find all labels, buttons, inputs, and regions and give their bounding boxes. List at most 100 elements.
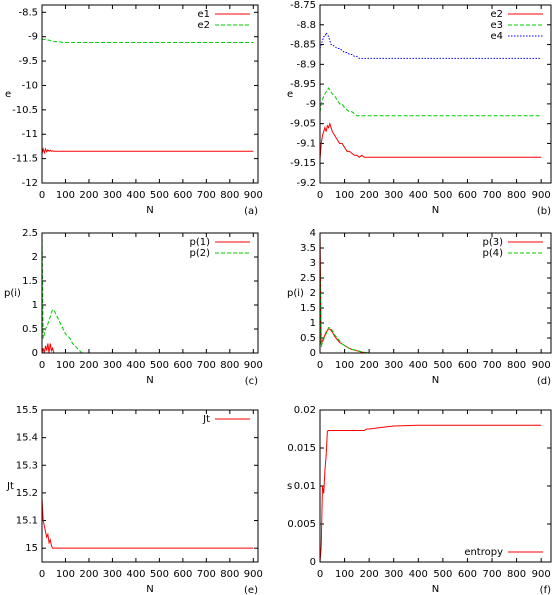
y-tick-label: 1 [32,300,38,311]
panel-label: (a) [244,206,258,217]
x-tick-label: 100 [56,569,75,580]
y-axis-label: p(i) [4,288,21,299]
x-tick-label: 600 [173,190,192,201]
x-tick-label: 100 [335,569,354,580]
x-tick-label: 700 [197,360,216,371]
x-tick-label: 100 [56,190,75,201]
x-axis-label: N [432,375,439,386]
x-tick-label: 800 [220,569,239,580]
y-tick-label: 15.4 [16,433,38,444]
y-tick-label: -9.5 [18,56,38,67]
x-tick-label: 400 [126,360,145,371]
x-tick-label: 100 [335,360,354,371]
x-tick-label: 300 [384,190,403,201]
x-tick-label: 400 [409,569,428,580]
y-tick-label: 2.5 [300,273,316,284]
plot-frame [319,409,552,563]
x-tick-label: 200 [79,360,98,371]
x-tick-label: 0 [39,190,45,201]
x-tick-label: 0 [317,190,323,201]
y-tick-label: -9.05 [290,119,316,130]
x-tick-label: 0 [39,569,45,580]
y-tick-label: 2.5 [22,228,38,239]
x-tick-label: 600 [173,360,192,371]
y-tick-label: -9 [306,99,316,110]
x-tick-label: 0 [39,360,45,371]
legend-label: e2 [197,20,210,31]
legend-label: p(4) [482,248,503,259]
x-tick-label: 300 [384,569,403,580]
x-tick-label: 600 [173,569,192,580]
y-tick-label: 15.3 [16,460,38,471]
y-axis-label: Jt [6,481,14,492]
y-tick-label: 0.015 [287,443,316,454]
y-tick-label: -8.85 [290,40,316,51]
y-tick-label: 1.5 [300,303,316,314]
y-tick-label: -11 [22,129,38,140]
x-tick-label: 900 [244,360,263,371]
y-tick-label: 1.5 [22,276,38,287]
x-tick-label: 100 [56,360,75,371]
series-line [319,87,542,117]
y-tick-label: -12 [22,178,38,189]
x-tick-label: 800 [507,360,526,371]
y-tick-label: 3.5 [300,243,316,254]
x-tick-label: 400 [126,190,145,201]
x-tick-label: 400 [126,569,145,580]
y-tick-label: 0.5 [22,324,38,335]
series-line [41,38,254,44]
x-axis-label: N [146,584,153,595]
x-tick-label: 300 [384,360,403,371]
panel-label: (e) [244,585,258,595]
x-tick-label: 700 [482,569,501,580]
legend-label: p(3) [482,237,503,248]
series-line [319,31,542,59]
x-tick-label: 500 [433,360,452,371]
x-tick-label: 500 [150,569,169,580]
x-tick-label: 0 [317,360,323,371]
x-tick-label: 600 [458,190,477,201]
x-tick-label: 900 [532,190,551,201]
panel-label: (b) [537,206,551,217]
y-tick-label: -9.2 [296,178,316,189]
x-tick-label: 700 [482,360,501,371]
x-tick-label: 700 [482,190,501,201]
x-tick-label: 700 [197,569,216,580]
y-axis-label: p(i) [287,288,304,299]
legend-label: p(1) [189,237,210,248]
y-tick-label: -8.9 [296,59,316,70]
x-tick-label: 100 [335,190,354,201]
x-tick-label: 900 [532,360,551,371]
x-tick-label: 500 [433,190,452,201]
y-tick-label: -8.5 [18,7,38,18]
y-tick-label: -8.8 [296,20,316,31]
series-line [319,121,542,160]
y-tick-label: 0.005 [287,519,316,530]
legend-label: e1 [197,9,210,20]
y-tick-label: -10 [22,80,38,91]
x-tick-label: 500 [150,360,169,371]
y-tick-label: 15.5 [16,405,38,416]
series-line [319,232,542,354]
x-tick-label: 800 [220,190,239,201]
plot-frame [319,4,552,184]
y-tick-label: -9 [28,32,38,43]
x-tick-label: 400 [409,360,428,371]
y-tick-label: -11.5 [12,154,38,165]
y-tick-label: 2 [32,252,38,263]
y-tick-label: 15.2 [16,488,38,499]
x-tick-label: 400 [409,190,428,201]
y-tick-label: -10.5 [12,105,38,116]
x-axis-label: N [432,205,439,216]
x-tick-label: 600 [458,360,477,371]
panel-label: (d) [537,376,551,387]
y-tick-label: 3 [310,258,316,269]
y-axis-label: e [287,89,293,100]
x-tick-label: 900 [244,190,263,201]
x-tick-label: 800 [507,190,526,201]
plot-frame [41,4,259,184]
x-axis-label: N [432,584,439,595]
y-tick-label: 0 [310,348,316,359]
y-tick-label: 0 [310,557,316,568]
series-line [41,146,254,155]
